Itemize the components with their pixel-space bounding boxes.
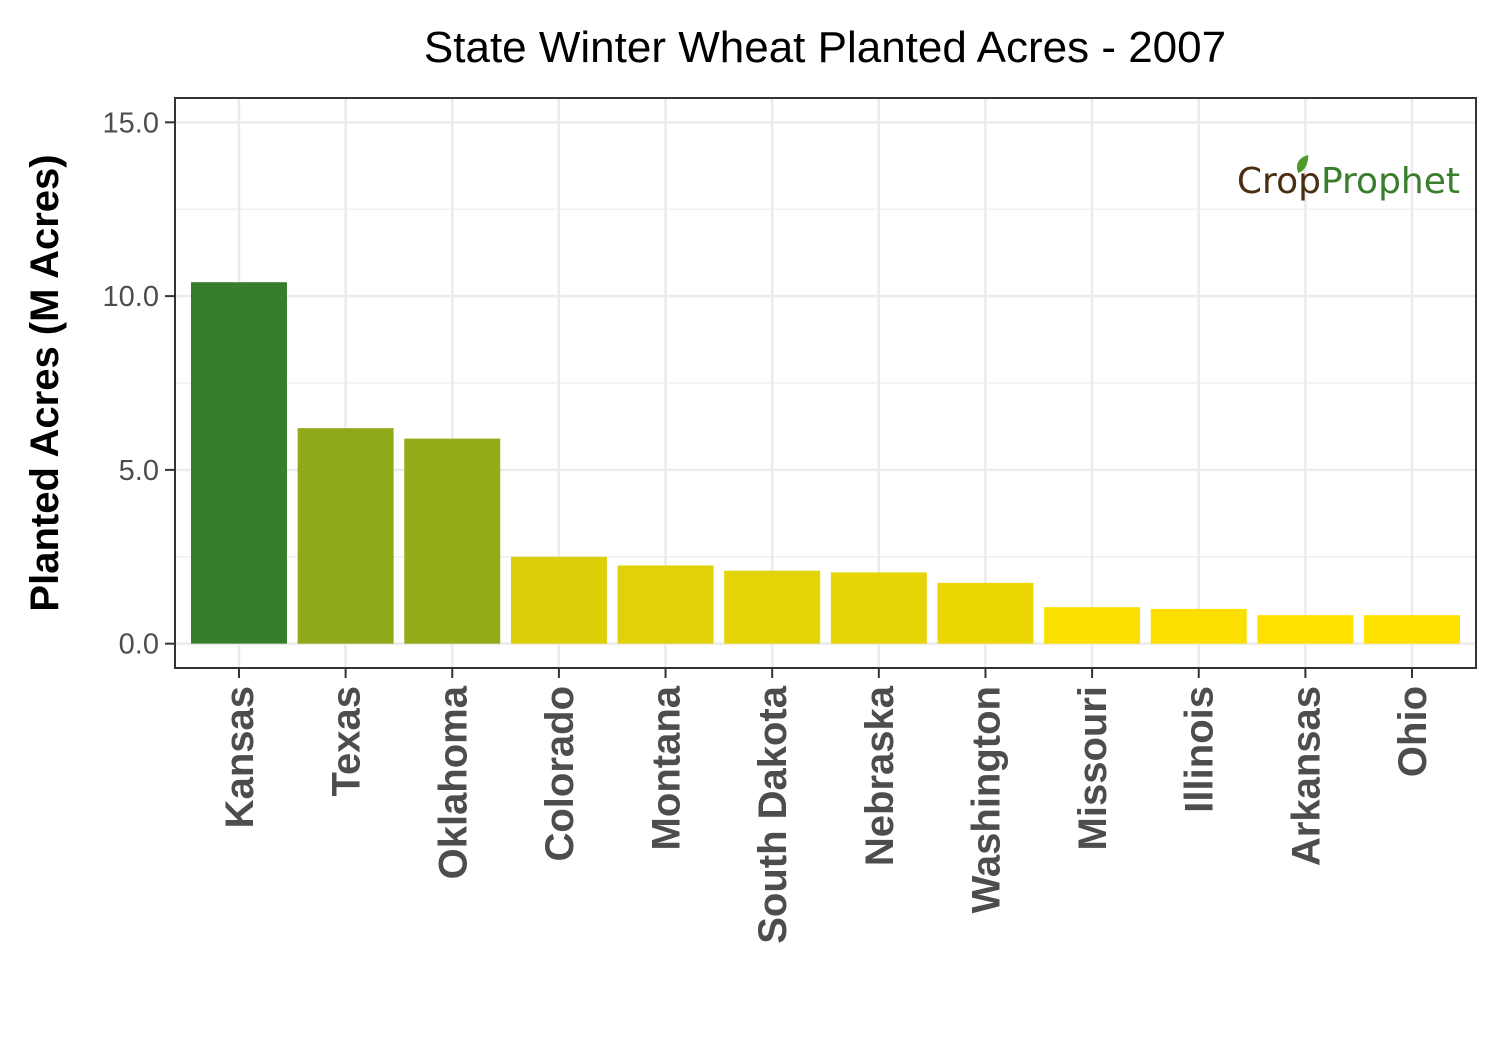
bar-illinois [1150, 608, 1247, 644]
logo-text-crop: Crop [1237, 161, 1321, 202]
bar-missouri [1044, 607, 1141, 644]
x-tick-label-nebraska: Nebraska [858, 685, 902, 866]
x-tick-label-south-dakota: South Dakota [751, 685, 795, 944]
bar-colorado [510, 556, 607, 644]
x-tick-label-texas: Texas [325, 686, 369, 796]
x-tick-label-kansas: Kansas [218, 686, 262, 828]
crop-prophet-logo: CropProphet [1237, 155, 1460, 202]
sprout-leaf-icon [1296, 155, 1309, 173]
bar-montana [617, 565, 714, 644]
x-tick-label-missouri: Missouri [1071, 686, 1115, 850]
x-tick-label-montana: Montana [645, 685, 689, 850]
y-tick-label: 10.0 [103, 281, 159, 313]
logo-text-prophet: Prophet [1321, 161, 1460, 202]
bar-kansas [190, 282, 287, 644]
bars [190, 282, 1461, 644]
bar-arkansas [1257, 615, 1354, 644]
y-axis-label: Planted Acres (M Acres) [23, 154, 67, 611]
bar-texas [297, 428, 394, 644]
x-tick-label-washington: Washington [964, 686, 1008, 913]
x-tick-label-arkansas: Arkansas [1284, 686, 1328, 866]
panel-border [174, 97, 1477, 669]
bar-oklahoma [404, 438, 501, 644]
x-tick-label-illinois: Illinois [1178, 686, 1222, 813]
bar-washington [937, 582, 1034, 644]
bar-nebraska [830, 572, 927, 644]
y-axis: 0.0 5.0 10.0 15.0 [103, 107, 175, 661]
x-tick-label-colorado: Colorado [538, 686, 582, 862]
y-tick-label: 0.0 [119, 629, 159, 661]
x-tick-label-ohio: Ohio [1391, 686, 1435, 777]
x-axis: Kansas Texas Oklahoma Colorado Montana South … [218, 668, 1435, 944]
bar-ohio [1364, 615, 1461, 644]
y-tick-label: 5.0 [119, 455, 159, 487]
x-tick-label-oklahoma: Oklahoma [431, 685, 475, 879]
bar-south-dakota [724, 570, 821, 644]
chart-title: State Winter Wheat Planted Acres - 2007 [424, 23, 1226, 72]
y-tick-label: 15.0 [103, 107, 159, 139]
logo-text: CropProphet [1237, 161, 1460, 202]
